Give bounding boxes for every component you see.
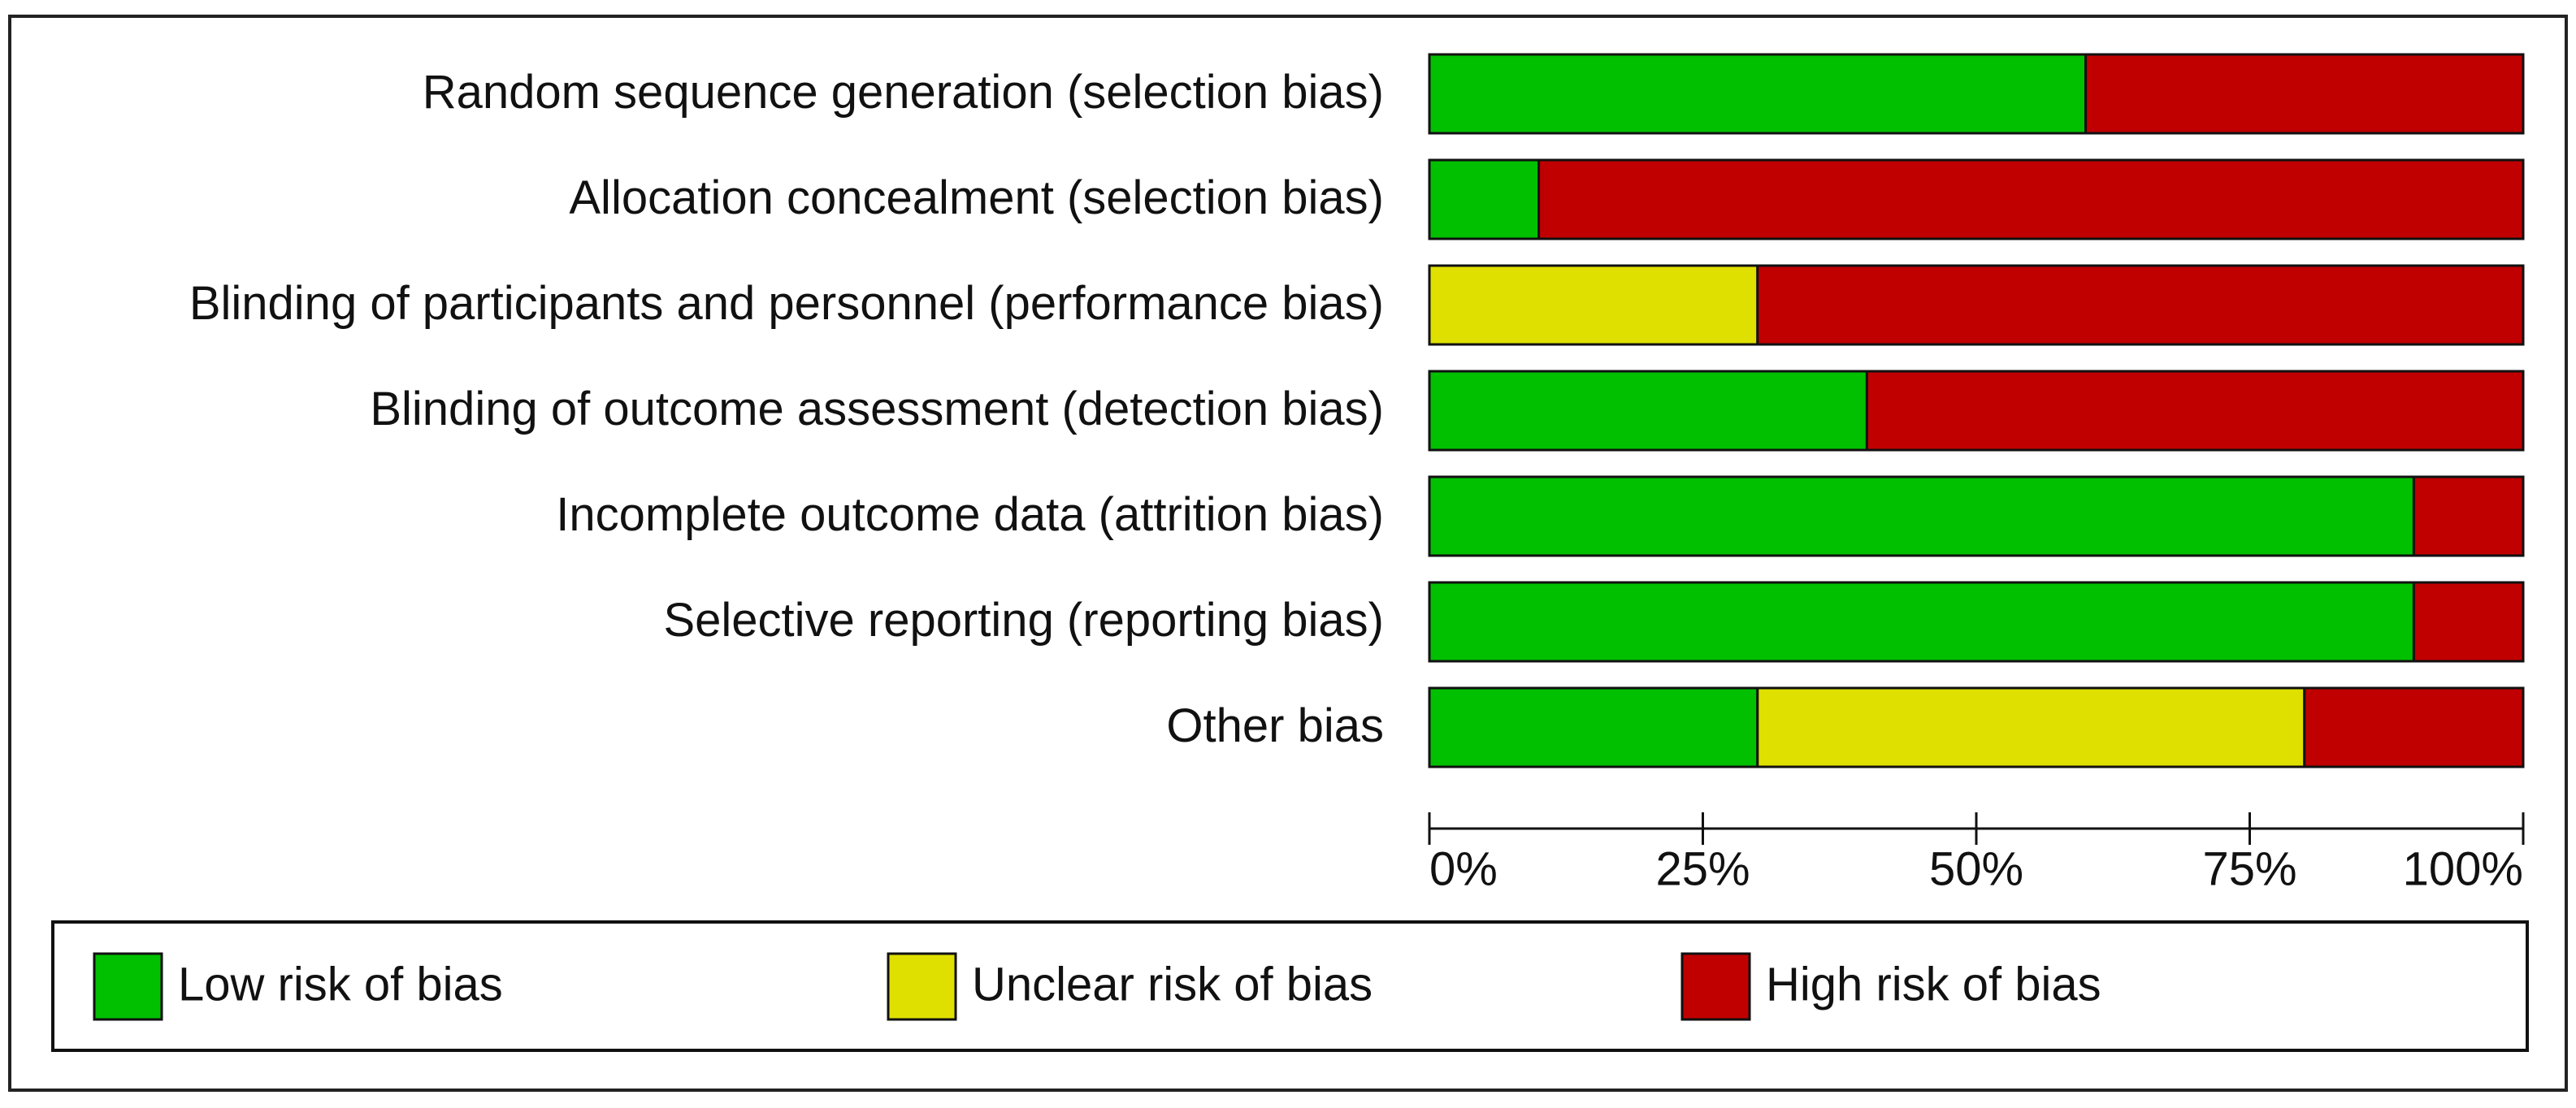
category-label: Blinding of outcome assessment (detectio… bbox=[370, 383, 1384, 435]
bar-segment bbox=[1428, 264, 1759, 346]
bar-segment bbox=[1865, 370, 2525, 452]
bar-segment bbox=[1537, 158, 2525, 240]
bar-segment bbox=[1428, 53, 2088, 135]
bar-segment bbox=[1428, 370, 1868, 452]
bar-segment bbox=[2084, 53, 2525, 135]
category-label: Selective reporting (reporting bias) bbox=[663, 594, 1384, 647]
x-tick-label: 100% bbox=[2403, 842, 2523, 895]
x-tick-label: 50% bbox=[1929, 842, 2023, 895]
bar-segment bbox=[1428, 475, 2415, 557]
x-tick-label: 0% bbox=[1429, 842, 1498, 895]
legend-label: Low risk of bias bbox=[178, 958, 503, 1011]
bar-segment bbox=[1428, 581, 2415, 663]
bar-segment bbox=[1428, 158, 1541, 240]
category-label: Incomplete outcome data (attrition bias) bbox=[556, 488, 1384, 541]
x-tick-label: 25% bbox=[1655, 842, 1750, 895]
bar-segment bbox=[2412, 581, 2525, 663]
bar-segment bbox=[1756, 264, 2525, 346]
bar-segment bbox=[2303, 686, 2525, 768]
legend-box bbox=[51, 920, 2529, 1052]
category-label: Allocation concealment (selection bias) bbox=[569, 171, 1384, 224]
bar-segment bbox=[1756, 686, 2306, 768]
legend-label: High risk of bias bbox=[1766, 958, 2101, 1011]
category-label: Other bias bbox=[1166, 699, 1384, 752]
legend-swatch bbox=[1680, 952, 1751, 1021]
legend-swatch bbox=[887, 952, 957, 1021]
bar-segment bbox=[1428, 686, 1759, 768]
category-label: Blinding of participants and personnel (… bbox=[189, 277, 1384, 330]
category-label: Random sequence generation (selection bi… bbox=[423, 66, 1384, 119]
x-tick-label: 75% bbox=[2202, 842, 2296, 895]
legend-swatch bbox=[93, 952, 163, 1021]
legend-label: Unclear risk of bias bbox=[972, 958, 1373, 1011]
bar-segment bbox=[2412, 475, 2525, 557]
